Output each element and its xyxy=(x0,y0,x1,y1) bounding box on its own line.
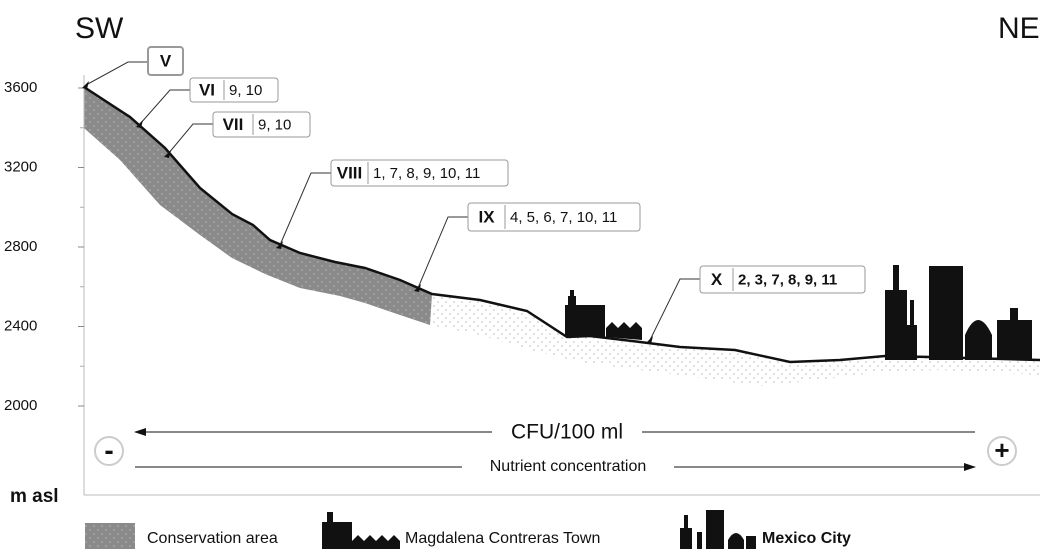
leader-tip xyxy=(82,81,89,89)
zone-box xyxy=(699,265,866,294)
zone-id: V xyxy=(160,51,172,70)
urban-soil xyxy=(430,294,1040,386)
axis-label: m asl xyxy=(10,486,59,507)
leader-line xyxy=(279,172,331,246)
zone-refs: 4, 5, 6, 7, 10, 11 xyxy=(510,209,617,226)
zone-id: VI xyxy=(199,80,215,99)
zone-refs: 9, 10 xyxy=(229,82,262,99)
y-tick-label: 2800 xyxy=(4,238,37,255)
label-bg xyxy=(462,456,674,478)
direction-ne: NE xyxy=(998,12,1040,45)
y-tick-label: 2400 xyxy=(4,317,37,334)
zone-refs: 1, 7, 8, 9, 10, 11 xyxy=(373,165,480,182)
conservation-soil xyxy=(84,87,432,325)
legend-swatch xyxy=(85,523,135,549)
leader-line xyxy=(167,123,213,155)
legend-town-icon xyxy=(322,512,400,549)
plus-circle xyxy=(987,436,1017,466)
leader-line xyxy=(139,89,190,125)
legend-label: Conservation area xyxy=(147,530,278,547)
zone-box xyxy=(330,159,509,187)
y-tick-label: 3200 xyxy=(4,158,37,175)
zone-id: X xyxy=(711,270,723,289)
leader-line xyxy=(85,61,148,86)
direction-sw: SW xyxy=(75,12,124,45)
legend-label: Mexico City xyxy=(762,530,851,547)
town-silhouette xyxy=(565,290,642,340)
zone-box xyxy=(189,77,279,103)
nutrient-label: Nutrient concentration xyxy=(490,458,647,475)
zone-id: VIII xyxy=(337,163,363,182)
leader-tip xyxy=(414,284,421,292)
zone-id: IX xyxy=(478,207,495,226)
y-tick-label: 2000 xyxy=(4,397,37,414)
zone-refs: 2, 3, 7, 8, 9, 11 xyxy=(738,271,837,288)
leader-line xyxy=(649,278,700,341)
zone-box xyxy=(467,202,641,232)
y-tick-label: 3600 xyxy=(4,79,37,96)
legend-city-icon xyxy=(680,510,756,549)
plus-sign: + xyxy=(994,435,1009,465)
leader-tip xyxy=(276,241,283,249)
legend-label: Magdalena Contreras Town xyxy=(405,530,600,547)
cfu-label: CFU/100 ml xyxy=(511,421,623,444)
leader-tip xyxy=(646,336,653,344)
leader-line xyxy=(417,216,468,289)
city-silhouette xyxy=(885,265,1032,360)
zone-box xyxy=(147,46,184,76)
profile-line xyxy=(83,85,1041,364)
minus-sign: - xyxy=(104,434,113,465)
zone-box xyxy=(212,111,311,138)
minus-circle xyxy=(94,436,124,466)
leader-tip xyxy=(164,150,171,158)
leader-tip xyxy=(136,120,143,128)
zone-id: VII xyxy=(223,115,244,134)
zone-refs: 9, 10 xyxy=(258,116,291,133)
label-bg xyxy=(492,420,642,444)
